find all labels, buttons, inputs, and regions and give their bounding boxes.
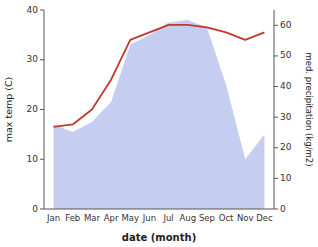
- x-tick-label: Mar: [84, 213, 101, 223]
- chart-container: 0 10 20 30 40 0 10 20 30 40 50 60 Jan Feb MarAprMayJun…: [0, 0, 318, 247]
- x-tick-label: Oct: [219, 213, 234, 223]
- y2-tick: [274, 86, 278, 87]
- plot-area: [54, 20, 265, 209]
- y2-tick-label: 50: [280, 50, 292, 60]
- y2-tick-label: 0: [280, 204, 286, 214]
- x-tick-label: Jun: [142, 213, 156, 223]
- temperature-line: [54, 25, 265, 127]
- y-axis-title: max temp (C): [3, 77, 14, 143]
- x-axis-line: [44, 209, 274, 210]
- y2-axis-title: med. precipitation (kg/m2): [304, 52, 314, 166]
- precipitation-area: [54, 20, 265, 209]
- y2-axis-line: [274, 10, 275, 209]
- y2-tick: [274, 117, 278, 118]
- y2-tick: [274, 147, 278, 148]
- x-tick-label: Aug: [179, 213, 196, 223]
- y2-tick-label: 40: [280, 81, 292, 91]
- y2-tick: [274, 178, 278, 179]
- x-tick-label: Sep: [199, 213, 215, 223]
- x-tick-label: Dec: [256, 213, 273, 223]
- y-tick: [40, 59, 44, 60]
- x-tick-label: Nov: [237, 213, 254, 223]
- y2-tick: [274, 55, 278, 56]
- y-tick-label: 20: [27, 104, 39, 114]
- y-tick-label: 40: [27, 5, 39, 15]
- y-tick: [40, 159, 44, 160]
- y2-tick-label: 30: [280, 112, 292, 122]
- x-tick-label: Apr: [104, 213, 119, 223]
- y2-tick-label: 20: [280, 142, 292, 152]
- chart-svg: 0 10 20 30 40 0 10 20 30 40 50 60 Jan Feb MarAprMayJun…: [0, 0, 318, 247]
- y-tick: [40, 109, 44, 110]
- y-tick-label: 30: [27, 54, 39, 64]
- x-tick-label: Feb: [65, 213, 80, 223]
- y-tick-label: 10: [27, 154, 39, 164]
- x-axis-title: date (month): [122, 232, 196, 243]
- y2-tick-label: 10: [280, 173, 292, 183]
- x-tick-label: Jan: [46, 213, 60, 223]
- y2-tick-label: 60: [280, 20, 292, 30]
- x-tick-label: May: [121, 213, 139, 223]
- y2-tick: [274, 25, 278, 26]
- y-tick-label: 0: [32, 204, 38, 214]
- y-tick: [40, 209, 44, 210]
- y-tick: [40, 10, 44, 11]
- y2-tick: [274, 209, 278, 210]
- x-tick-label: Jul: [162, 213, 173, 223]
